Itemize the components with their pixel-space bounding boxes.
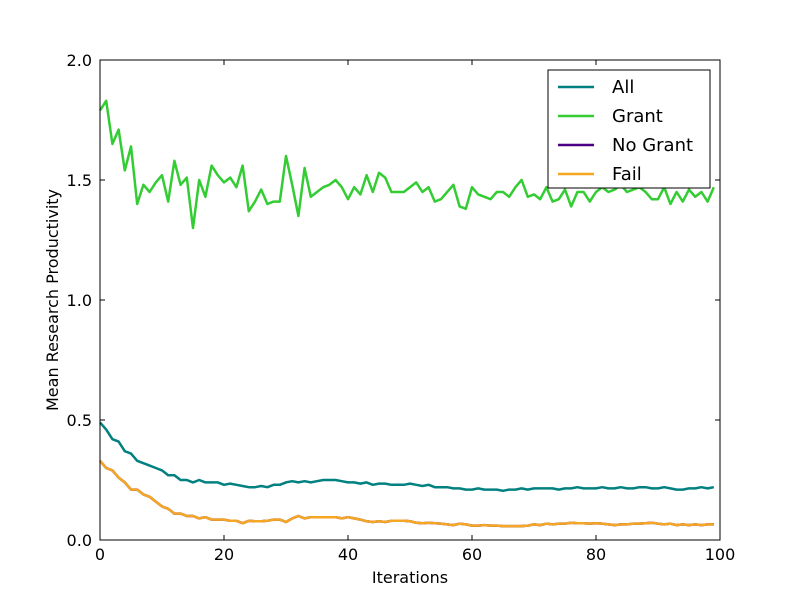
x-axis-label: Iterations [372,568,448,587]
y-tick-label: 1.5 [67,171,92,190]
axis-ticks: 0 20 40 60 80 100 0.0 0.5 1.0 1.5 2.0 [67,51,736,564]
x-tick-label: 20 [214,545,234,564]
x-tick-label: 40 [338,545,358,564]
x-tick-label: 60 [462,545,482,564]
y-axis-label: Mean Research Productivity [43,189,62,411]
y-tick-label: 0.5 [67,411,92,430]
series-line-fail [99,459,714,528]
legend-label: Fail [612,164,642,185]
legend-box [547,69,711,189]
legend: All Grant No Grant Fail [547,69,711,189]
legend-label: All [612,77,634,98]
series-line-grant [98,99,715,230]
x-tick-label: 0 [95,545,105,564]
y-tick-label: 1.0 [67,291,92,310]
series-layer [98,99,715,528]
series-line-all [99,421,715,493]
legend-label: No Grant [612,135,693,156]
legend-label: Grant [612,106,663,127]
x-tick-label: 80 [586,545,606,564]
y-tick-label: 2.0 [67,51,92,70]
y-tick-label: 0.0 [67,531,92,550]
x-tick-label: 100 [705,545,736,564]
